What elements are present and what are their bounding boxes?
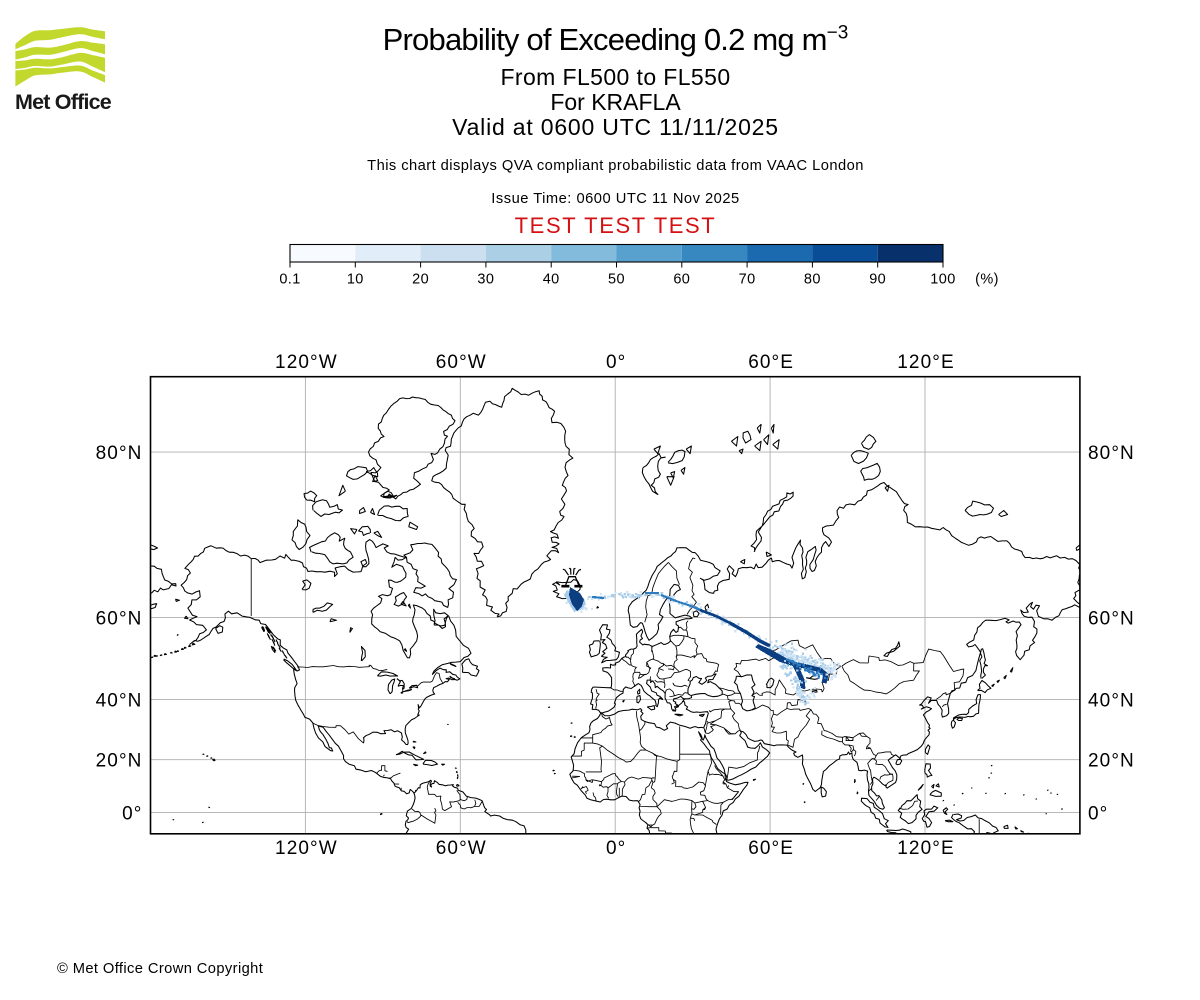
svg-text:Met Office: Met Office bbox=[15, 90, 112, 114]
svg-text:10: 10 bbox=[347, 272, 364, 288]
svg-text:60°N: 60°N bbox=[1088, 609, 1135, 630]
svg-text:80°N: 80°N bbox=[1088, 443, 1135, 464]
svg-text:120°W: 120°W bbox=[275, 352, 338, 373]
svg-text:20°N: 20°N bbox=[1088, 751, 1135, 772]
svg-text:80: 80 bbox=[804, 272, 821, 288]
svg-text:60°N: 60°N bbox=[96, 609, 143, 630]
svg-text:40°N: 40°N bbox=[96, 691, 143, 712]
svg-text:0°: 0° bbox=[1088, 803, 1108, 824]
svg-text:40°N: 40°N bbox=[1088, 691, 1135, 712]
svg-text:30: 30 bbox=[477, 272, 494, 288]
svg-text:20: 20 bbox=[412, 272, 429, 288]
svg-text:60°W: 60°W bbox=[436, 838, 487, 859]
svg-text:0°: 0° bbox=[122, 803, 142, 824]
svg-text:20°N: 20°N bbox=[96, 751, 143, 772]
svg-text:100: 100 bbox=[930, 272, 955, 288]
svg-text:80°N: 80°N bbox=[96, 443, 143, 464]
svg-text:90: 90 bbox=[869, 272, 886, 288]
svg-text:0°: 0° bbox=[606, 352, 626, 373]
svg-text:50: 50 bbox=[608, 272, 625, 288]
svg-text:120°E: 120°E bbox=[897, 352, 954, 373]
svg-text:120°E: 120°E bbox=[897, 838, 954, 859]
svg-text:0.1: 0.1 bbox=[279, 272, 300, 288]
svg-text:40: 40 bbox=[543, 272, 560, 288]
svg-text:60°E: 60°E bbox=[748, 838, 794, 859]
svg-text:120°W: 120°W bbox=[275, 838, 338, 859]
svg-text:70: 70 bbox=[739, 272, 756, 288]
svg-text:(%): (%) bbox=[975, 272, 999, 288]
svg-text:60: 60 bbox=[673, 272, 690, 288]
svg-text:0°: 0° bbox=[606, 838, 626, 859]
svg-text:60°W: 60°W bbox=[436, 352, 487, 373]
svg-text:60°E: 60°E bbox=[748, 352, 794, 373]
